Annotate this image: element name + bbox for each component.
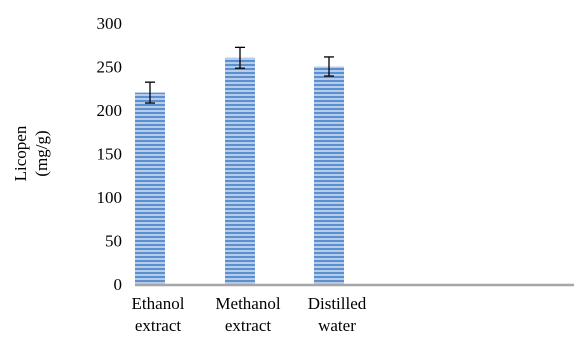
category-label-line: extract: [225, 316, 272, 335]
y-tick-label: 50: [105, 232, 122, 251]
category-label: Methanol extract: [215, 294, 280, 335]
error-bar: [324, 56, 334, 77]
error-bar: [145, 81, 155, 104]
y-axis-title-line: (mg/g): [32, 130, 51, 176]
y-axis-title: Licopen (mg/g): [11, 125, 51, 181]
category-label: Distilled water: [308, 294, 367, 335]
category-label: Ethanol extract: [132, 294, 185, 335]
bars: [135, 57, 344, 284]
bar: [135, 92, 165, 284]
y-tick-label: 300: [97, 14, 123, 33]
y-tick-label: 150: [97, 145, 123, 164]
y-axis-ticks: 0 50 100 150 200 250 300: [97, 14, 123, 294]
y-tick-label: 250: [97, 58, 123, 77]
y-tick-label: 0: [114, 275, 123, 294]
category-label-line: Ethanol: [132, 294, 185, 313]
category-label-line: Methanol: [215, 294, 280, 313]
y-tick-label: 200: [97, 101, 123, 120]
bar: [314, 66, 344, 284]
y-axis-title-line: Licopen: [11, 125, 30, 181]
category-labels: Ethanol extract Methanol extract Distilled wa…: [132, 294, 367, 335]
category-label-line: Distilled: [308, 294, 367, 313]
category-label-line: extract: [135, 316, 182, 335]
bar: [225, 57, 255, 284]
error-bars: [145, 46, 334, 104]
y-tick-label: 100: [97, 188, 123, 207]
error-bar: [235, 46, 245, 69]
category-label-line: water: [318, 316, 356, 335]
